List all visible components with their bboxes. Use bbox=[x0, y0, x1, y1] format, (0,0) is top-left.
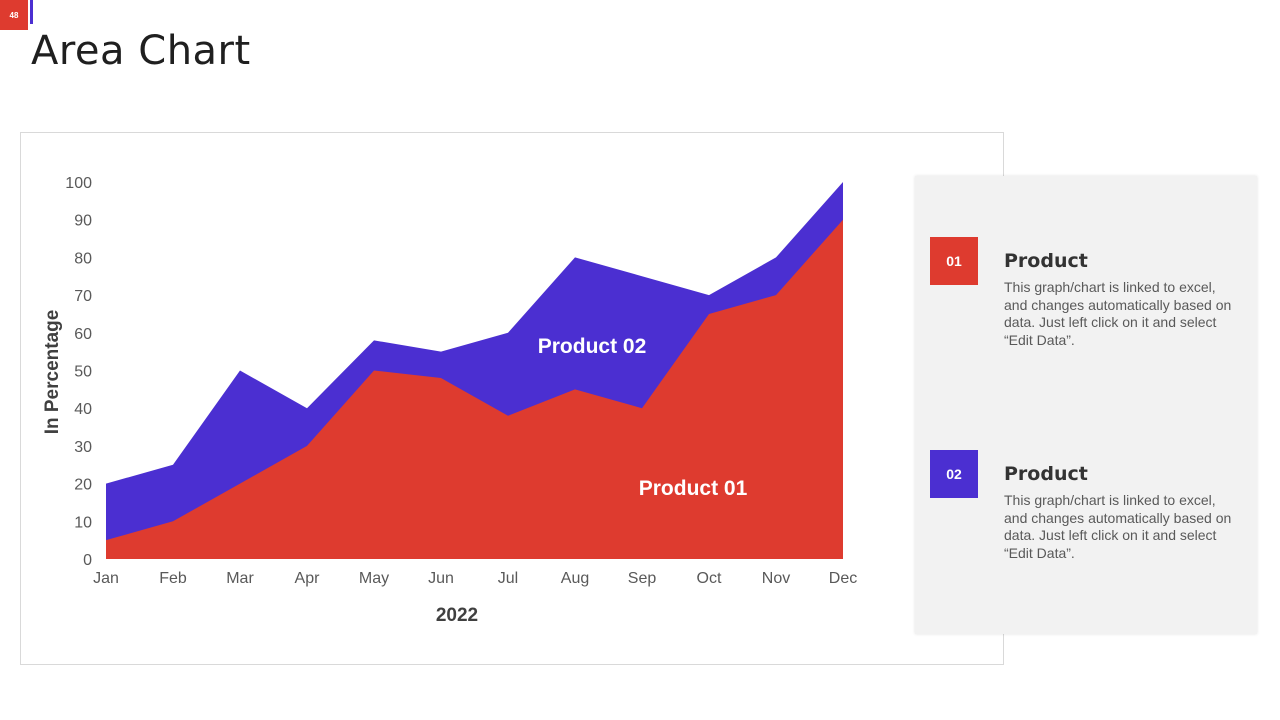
badge-number: 02 bbox=[946, 466, 962, 482]
y-tick-label: 100 bbox=[65, 175, 92, 192]
chart-areas bbox=[106, 182, 843, 559]
series-label-product-01: Product 01 bbox=[639, 477, 748, 500]
series-labels: Product 02 Product 01 bbox=[538, 335, 748, 500]
y-axis: 0 10 20 30 40 50 60 70 80 90 100 bbox=[65, 175, 92, 569]
y-tick-label: 80 bbox=[74, 250, 92, 267]
x-tick-label: Mar bbox=[226, 570, 254, 587]
x-tick-label: Apr bbox=[295, 570, 321, 587]
y-tick-label: 0 bbox=[83, 552, 92, 569]
y-tick-label: 70 bbox=[74, 288, 92, 305]
y-tick-label: 10 bbox=[74, 514, 92, 531]
y-tick-label: 50 bbox=[74, 364, 92, 381]
x-axis: Jan Feb Mar Apr May Jun Jul Aug Sep Oct Nov Dec bbox=[93, 570, 857, 587]
x-tick-label: Jul bbox=[498, 570, 518, 587]
x-tick-label: Dec bbox=[829, 570, 857, 587]
x-axis-title: 2022 bbox=[436, 605, 478, 626]
y-tick-label: 90 bbox=[74, 213, 92, 230]
legend-badge-02: 02 bbox=[930, 450, 978, 498]
page-accent-bar bbox=[30, 0, 33, 24]
legend-item-description: This graph/chart is linked to excel, and… bbox=[1004, 279, 1232, 348]
x-tick-label: May bbox=[359, 570, 389, 587]
legend-item-description: This graph/chart is linked to excel, and… bbox=[1004, 492, 1232, 561]
x-tick-label: Sep bbox=[628, 570, 657, 587]
x-tick-label: Oct bbox=[697, 570, 722, 587]
x-tick-label: Jan bbox=[93, 570, 119, 587]
legend-item-title: Product bbox=[1004, 463, 1088, 485]
legend-item-product-02: 02 Product This graph/chart is linked to… bbox=[930, 450, 1250, 570]
y-tick-label: 40 bbox=[74, 401, 92, 418]
x-tick-label: Feb bbox=[159, 570, 187, 587]
x-tick-label: Aug bbox=[561, 570, 589, 587]
page-number: 48 bbox=[9, 10, 19, 20]
legend-item-product-01: 01 Product This graph/chart is linked to… bbox=[930, 237, 1250, 357]
x-tick-label: Jun bbox=[428, 570, 454, 587]
page-title: Area Chart bbox=[31, 28, 251, 74]
y-tick-label: 30 bbox=[74, 439, 92, 456]
badge-number: 01 bbox=[946, 253, 962, 269]
legend-panel: 01 Product This graph/chart is linked to… bbox=[915, 176, 1257, 634]
y-axis-title: In Percentage bbox=[42, 310, 63, 435]
x-tick-label: Nov bbox=[762, 570, 790, 587]
page-number-badge: 48 bbox=[0, 0, 28, 30]
legend-badge-01: 01 bbox=[930, 237, 978, 285]
area-series-product-01[interactable] bbox=[106, 219, 843, 559]
legend-item-title: Product bbox=[1004, 250, 1088, 272]
series-label-product-02: Product 02 bbox=[538, 335, 647, 358]
y-tick-label: 60 bbox=[74, 326, 92, 343]
y-tick-label: 20 bbox=[74, 477, 92, 494]
